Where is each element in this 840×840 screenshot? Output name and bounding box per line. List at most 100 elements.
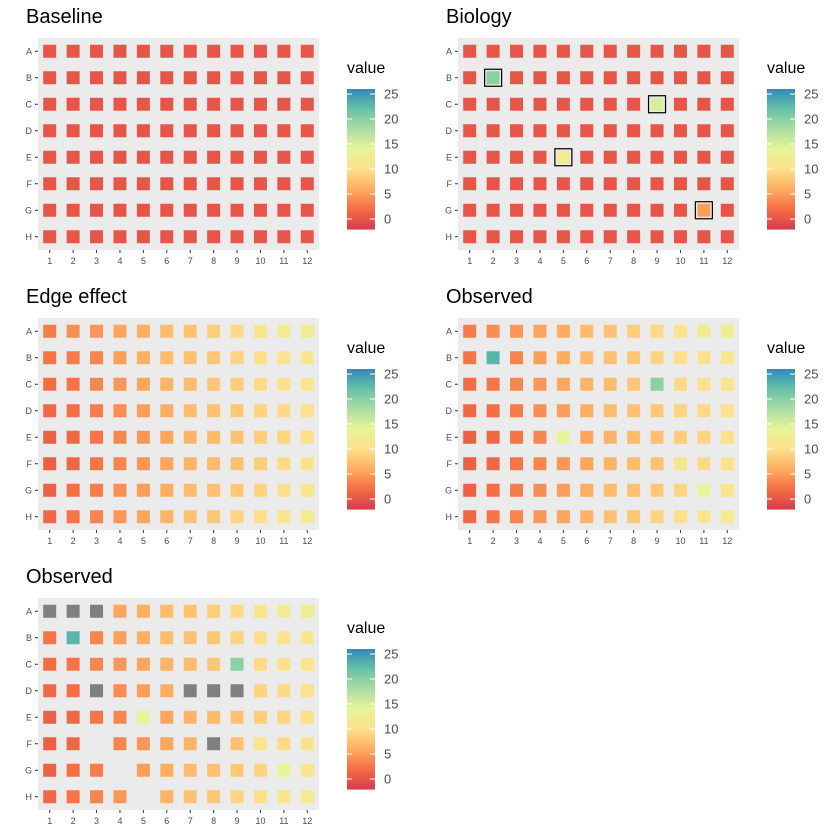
- heatmap-cell: [66, 71, 80, 85]
- legend-color-strip: [347, 453, 375, 456]
- legend-color-strip: [347, 501, 375, 504]
- legend-tick-label: 0: [384, 212, 391, 227]
- y-tick-label: H: [446, 512, 453, 522]
- legend-color-strip: [347, 381, 375, 384]
- heatmap-cell: [463, 510, 477, 524]
- legend-color-strip: [347, 463, 375, 466]
- heatmap-cell: [207, 710, 221, 724]
- legend-color-strip: [347, 163, 375, 166]
- heatmap-cell: [580, 430, 594, 444]
- legend-color-strip: [347, 503, 375, 506]
- legend-tick-label: 20: [384, 112, 398, 127]
- legend-color-strip: [767, 169, 795, 172]
- heatmap-cell: [113, 71, 127, 85]
- legend-tick-label: 15: [384, 697, 398, 712]
- legend-tick-label: 25: [804, 87, 818, 102]
- legend-color-strip: [767, 185, 795, 188]
- legend-color-strip: [347, 181, 375, 184]
- legend-color-strip: [347, 89, 375, 92]
- heatmap-cell: [207, 351, 221, 365]
- heatmap-cell: [230, 763, 244, 777]
- legend-color-strip: [347, 709, 375, 712]
- legend-color-strip: [767, 411, 795, 414]
- heatmap-cell: [207, 430, 221, 444]
- heatmap-cell: [90, 203, 104, 217]
- y-tick-label: F: [447, 179, 453, 189]
- heatmap-cell: [183, 510, 197, 524]
- legend-color-strip: [347, 721, 375, 724]
- legend-color-strip: [767, 391, 795, 394]
- legend-color-strip: [767, 393, 795, 396]
- heatmap-cell: [160, 324, 174, 338]
- legend-color-strip: [347, 147, 375, 150]
- heatmap-cell: [533, 150, 547, 164]
- heatmap-cell: [43, 150, 57, 164]
- heatmap-cell: [253, 763, 267, 777]
- legend-color-strip: [347, 383, 375, 386]
- heatmap-cell: [253, 710, 267, 724]
- y-tick-label: E: [446, 432, 452, 442]
- heatmap-cell: [253, 737, 267, 751]
- legend-color-strip: [347, 741, 375, 744]
- legend-color-strip: [347, 197, 375, 200]
- heatmap-cell: [556, 150, 570, 164]
- heatmap-cell: [113, 324, 127, 338]
- x-tick-label: 10: [255, 816, 265, 826]
- heatmap-cell: [113, 97, 127, 111]
- legend-color-strip: [347, 687, 375, 690]
- highlight-box: [484, 68, 503, 87]
- heatmap-cell: [627, 203, 641, 217]
- legend-color-strip: [767, 491, 795, 494]
- legend-color-strip: [347, 651, 375, 654]
- legend-color-strip: [767, 117, 795, 120]
- legend-title: value: [347, 340, 386, 357]
- heatmap-cell: [253, 71, 267, 85]
- heatmap-cell: [580, 324, 594, 338]
- heatmap-cell: [113, 457, 127, 471]
- legend-color-strip: [347, 505, 375, 508]
- heatmap-cell: [697, 377, 711, 391]
- heatmap-cell: [556, 483, 570, 497]
- legend-color-strip: [347, 391, 375, 394]
- legend-color-strip: [767, 103, 795, 106]
- heatmap-cell: [253, 684, 267, 698]
- legend-color-strip: [347, 397, 375, 400]
- legend-color-strip: [767, 147, 795, 150]
- legend-color-strip: [347, 395, 375, 398]
- legend-color-strip: [347, 91, 375, 94]
- legend-color-strip: [347, 173, 375, 176]
- heatmap-cell: [533, 430, 547, 444]
- y-tick-label: D: [26, 686, 33, 696]
- heatmap-cell: [463, 351, 477, 365]
- heatmap-cell: [580, 44, 594, 58]
- x-tick-label: 4: [117, 256, 122, 266]
- heatmap-cell: [183, 351, 197, 365]
- heatmap-cell: [113, 44, 127, 58]
- heatmap-cell: [300, 124, 314, 138]
- heatmap-cell: [43, 510, 57, 524]
- heatmap-cell: [253, 150, 267, 164]
- legend-color-strip: [767, 443, 795, 446]
- legend-color-strip: [767, 375, 795, 378]
- heatmap-cell: [113, 377, 127, 391]
- heatmap-cell: [43, 483, 57, 497]
- legend-color-strip: [347, 751, 375, 754]
- heatmap-cell: [673, 483, 687, 497]
- heatmap-cell: [510, 483, 524, 497]
- x-tick-label: 5: [141, 256, 146, 266]
- heatmap-cell: [136, 430, 150, 444]
- legend-color-strip: [347, 745, 375, 748]
- heatmap-cell: [650, 177, 664, 191]
- legend-color-strip: [347, 691, 375, 694]
- panel-title: Biology: [446, 6, 512, 28]
- legend-color-strip: [347, 787, 375, 790]
- legend-color-strip: [347, 699, 375, 702]
- heatmap-cell: [207, 684, 221, 698]
- heatmap-cell: [90, 377, 104, 391]
- heatmap-cell: [627, 230, 641, 244]
- heatmap-cell: [463, 404, 477, 418]
- x-tick-label: 1: [47, 536, 52, 546]
- legend-color-strip: [767, 109, 795, 112]
- heatmap-cell: [300, 631, 314, 645]
- y-tick-label: D: [446, 126, 453, 136]
